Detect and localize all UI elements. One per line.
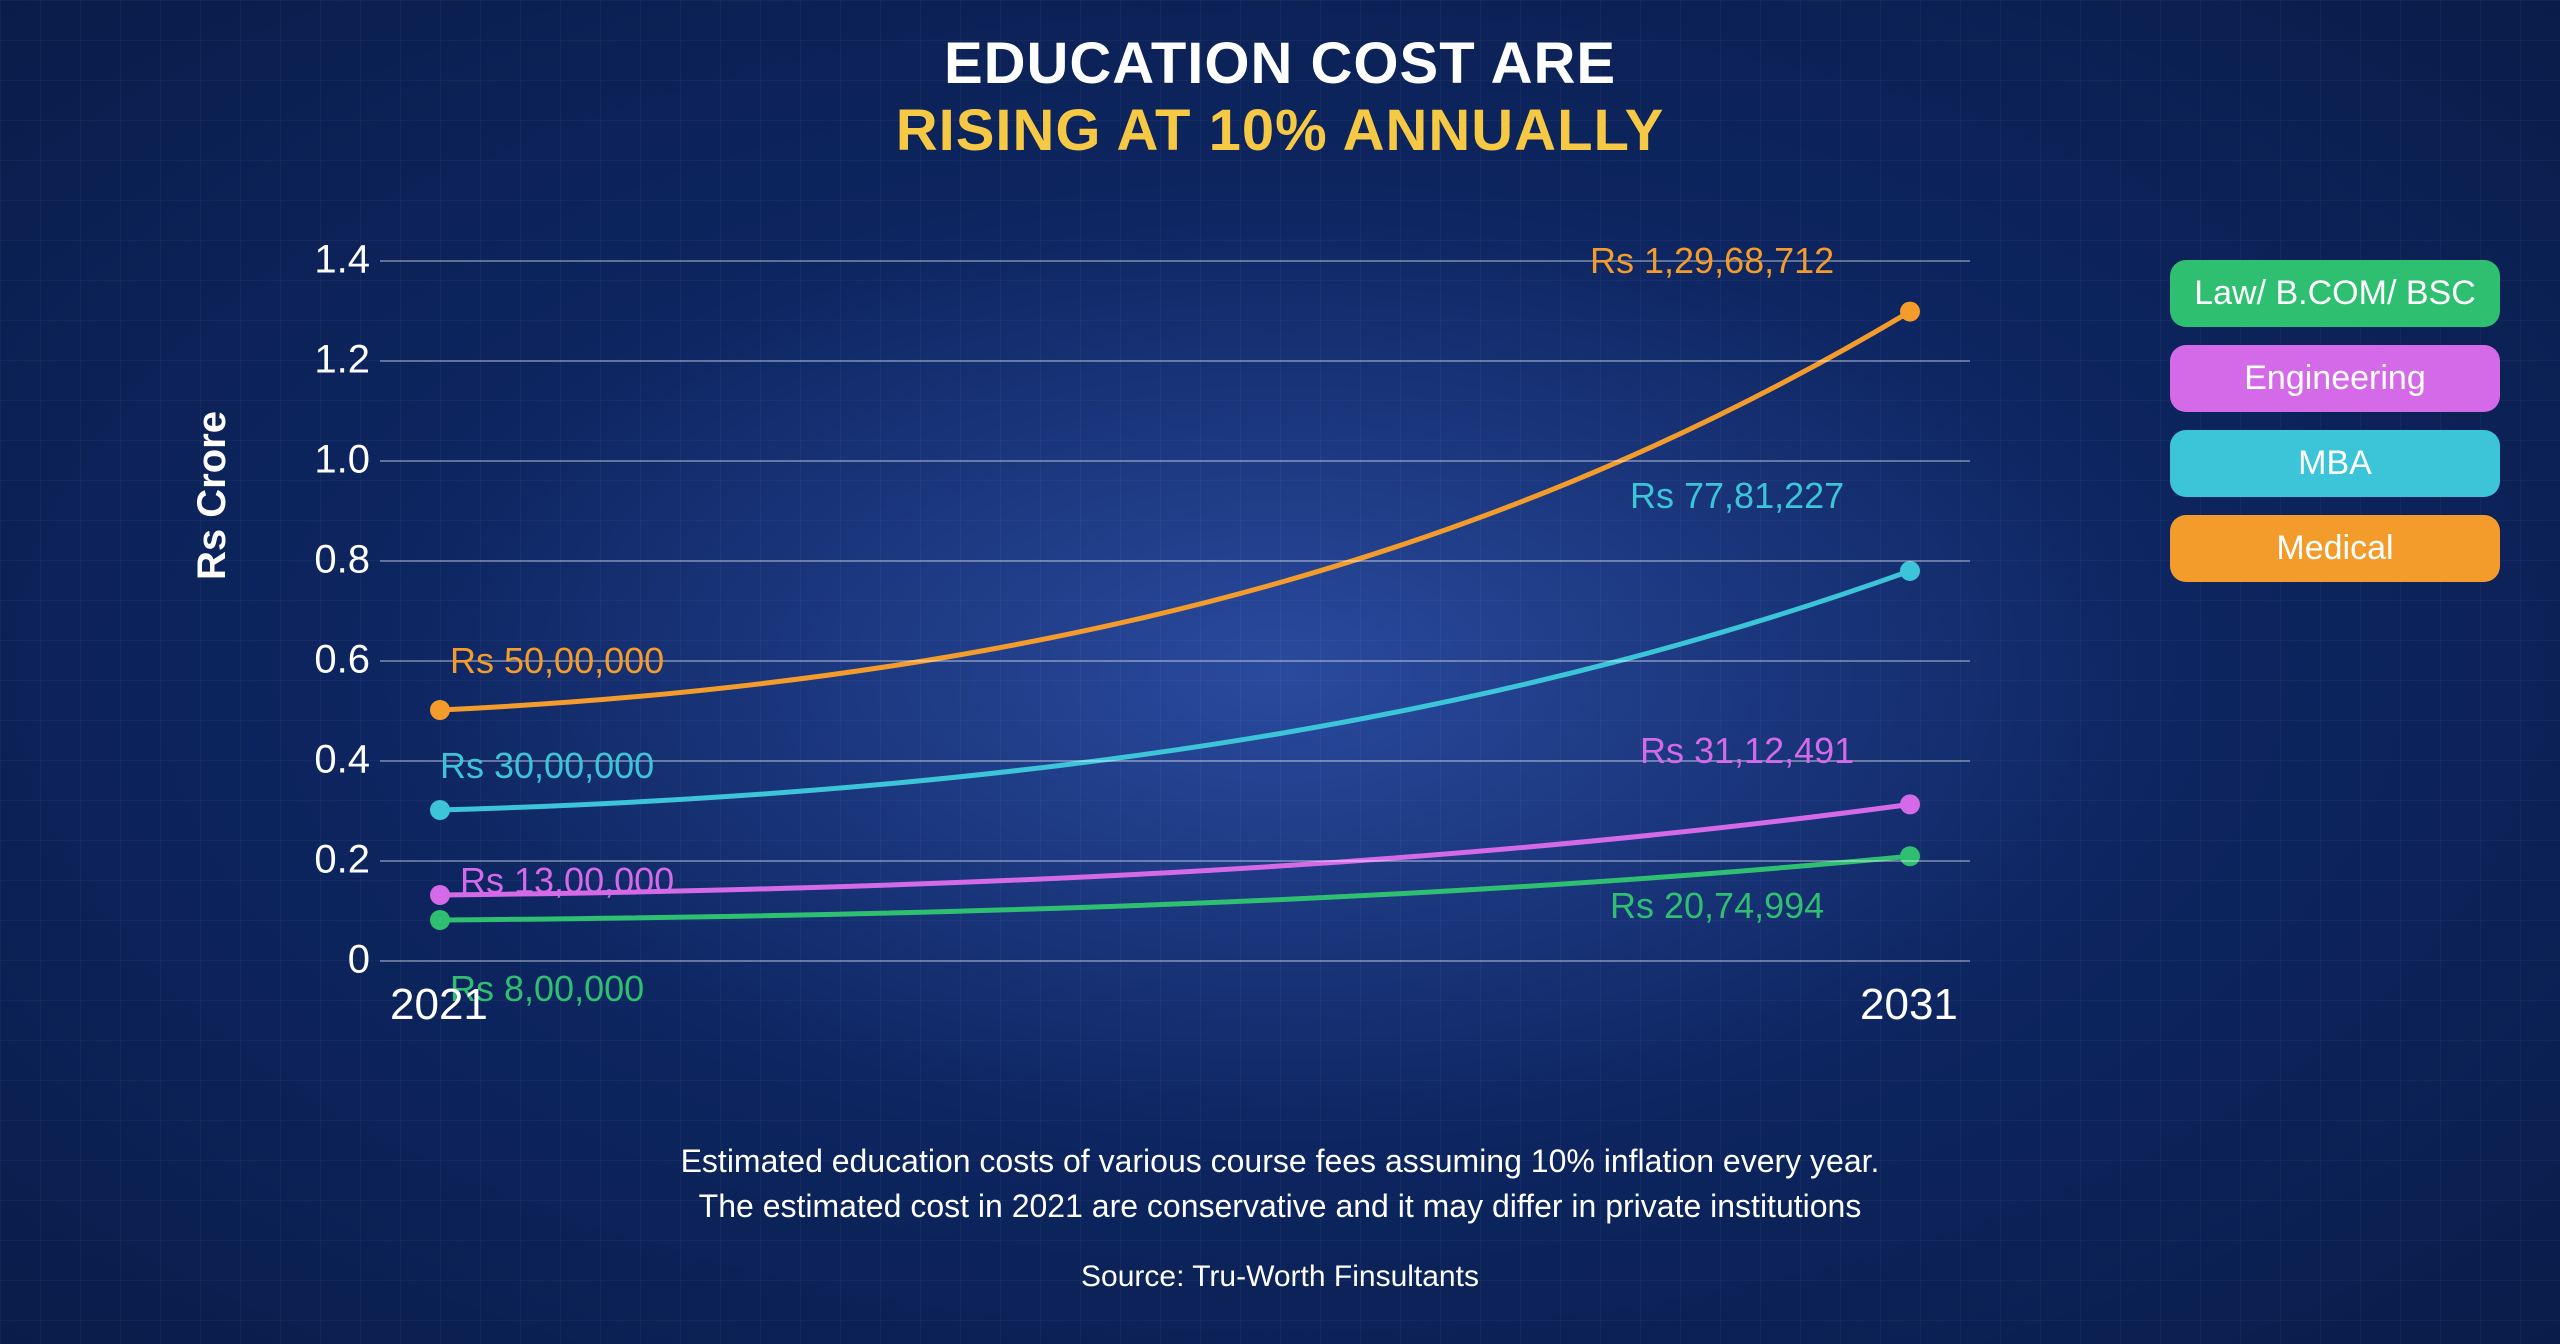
chart-title: EDUCATION COST ARE RISING AT 10% ANNUALL… bbox=[0, 30, 2560, 164]
series-marker bbox=[430, 885, 450, 905]
y-tick-label: 0.4 bbox=[270, 738, 370, 783]
legend-item: Medical bbox=[2170, 515, 2500, 582]
chart-footnote: Estimated education costs of various cou… bbox=[0, 1139, 2560, 1229]
y-tick-label: 1.2 bbox=[270, 338, 370, 383]
y-tick-label: 0.2 bbox=[270, 838, 370, 883]
x-tick-label: 2031 bbox=[1860, 980, 1958, 1030]
title-line-2: RISING AT 10% ANNUALLY bbox=[0, 97, 2560, 164]
chart-svg bbox=[380, 260, 1970, 960]
series-start-label: Rs 13,00,000 bbox=[460, 860, 674, 902]
gridline bbox=[380, 360, 1970, 362]
series-marker bbox=[1900, 794, 1920, 814]
series-marker bbox=[1900, 561, 1920, 581]
y-axis-label: Rs Crore bbox=[190, 411, 235, 580]
footnote-line-1: Estimated education costs of various cou… bbox=[0, 1139, 2560, 1184]
series-marker bbox=[1900, 302, 1920, 322]
legend-item: Law/ B.COM/ BSC bbox=[2170, 260, 2500, 327]
series-end-label: Rs 77,81,227 bbox=[1630, 475, 1844, 517]
series-end-label: Rs 31,12,491 bbox=[1640, 730, 1854, 772]
series-marker bbox=[430, 700, 450, 720]
series-end-label: Rs 1,29,68,712 bbox=[1590, 240, 1834, 282]
series-marker bbox=[430, 910, 450, 930]
series-marker bbox=[430, 800, 450, 820]
y-tick-label: 0.8 bbox=[270, 538, 370, 583]
series-start-label: Rs 30,00,000 bbox=[440, 745, 654, 787]
chart-source: Source: Tru-Worth Finsultants bbox=[0, 1260, 2560, 1294]
legend-item: Engineering bbox=[2170, 345, 2500, 412]
gridline bbox=[380, 560, 1970, 562]
series-line bbox=[440, 571, 1910, 810]
series-marker bbox=[1900, 846, 1920, 866]
x-tick-label: 2021 bbox=[390, 980, 488, 1030]
chart-plot-area: 00.20.40.60.81.01.21.4Rs 8,00,000Rs 20,7… bbox=[380, 260, 1970, 960]
series-end-label: Rs 20,74,994 bbox=[1610, 885, 1824, 927]
y-tick-label: 1.0 bbox=[270, 438, 370, 483]
footnote-line-2: The estimated cost in 2021 are conservat… bbox=[0, 1184, 2560, 1229]
series-start-label: Rs 50,00,000 bbox=[450, 640, 664, 682]
y-tick-label: 0.6 bbox=[270, 638, 370, 683]
y-tick-label: 0 bbox=[270, 938, 370, 983]
title-line-1: EDUCATION COST ARE bbox=[0, 30, 2560, 97]
y-tick-label: 1.4 bbox=[270, 238, 370, 283]
gridline bbox=[380, 460, 1970, 462]
chart-legend: Law/ B.COM/ BSC Engineering MBA Medical bbox=[2170, 260, 2500, 582]
legend-item: MBA bbox=[2170, 430, 2500, 497]
gridline bbox=[380, 960, 1970, 962]
